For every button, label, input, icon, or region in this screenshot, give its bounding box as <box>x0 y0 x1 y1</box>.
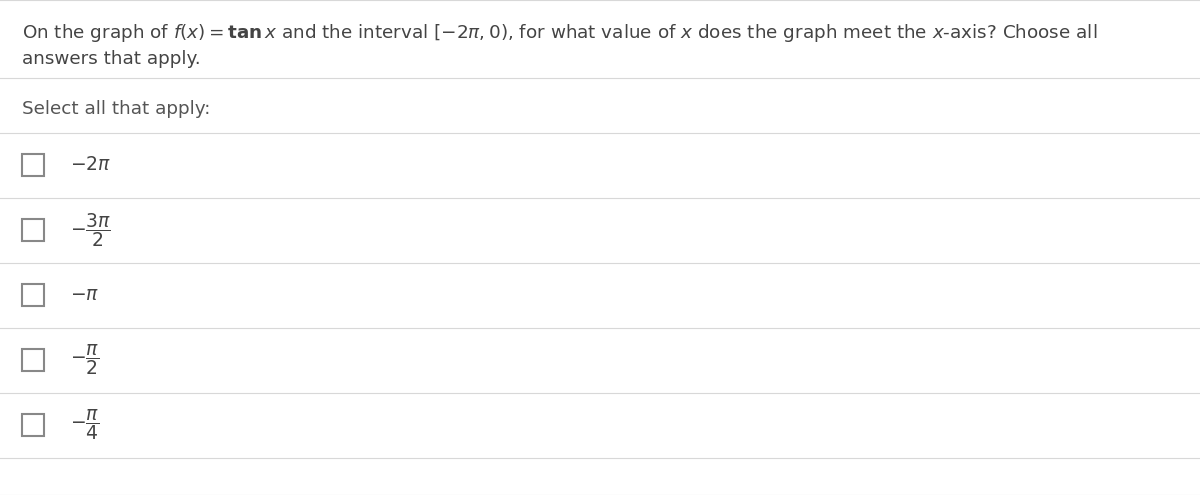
Text: On the graph of $f(x) = \mathbf{tan}\,x$ and the interval $[-2\pi, 0)$, for what: On the graph of $f(x) = \mathbf{tan}\,x$… <box>22 22 1098 44</box>
Text: $-\pi$: $-\pi$ <box>70 286 100 304</box>
Bar <box>22 349 44 371</box>
Bar <box>22 284 44 306</box>
Text: $-\dfrac{3\pi}{2}$: $-\dfrac{3\pi}{2}$ <box>70 211 112 249</box>
Bar <box>22 414 44 436</box>
Text: $-\dfrac{\pi}{2}$: $-\dfrac{\pi}{2}$ <box>70 343 100 377</box>
Bar <box>22 154 44 176</box>
Bar <box>22 219 44 241</box>
Text: $-\dfrac{\pi}{4}$: $-\dfrac{\pi}{4}$ <box>70 407 100 443</box>
Text: $-2\pi$: $-2\pi$ <box>70 155 112 175</box>
Text: answers that apply.: answers that apply. <box>22 50 200 68</box>
Text: Select all that apply:: Select all that apply: <box>22 100 210 118</box>
